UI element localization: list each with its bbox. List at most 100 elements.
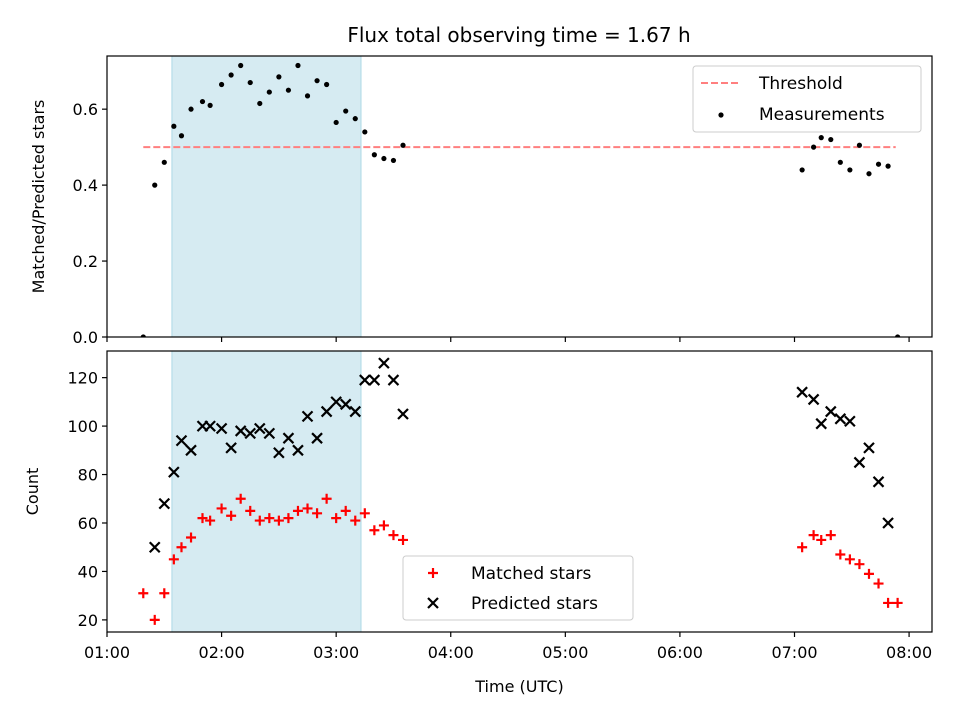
predicted-marker	[320, 405, 333, 418]
data-point	[266, 89, 272, 95]
data-point	[362, 129, 368, 135]
x-tick-label: 04:00	[428, 643, 474, 662]
observing-window-span	[171, 351, 362, 632]
data-point	[371, 152, 377, 158]
axes-frame	[106, 350, 933, 633]
matched-marker	[369, 525, 380, 536]
matched-marker	[854, 559, 865, 570]
matched-marker	[186, 532, 197, 543]
y-tick-label: 40	[78, 562, 98, 581]
y-axis-label: Matched/Predicted stars	[29, 100, 48, 294]
data-point	[343, 108, 349, 114]
predicted-marker	[292, 444, 304, 457]
data-point	[314, 78, 320, 84]
predicted-marker	[872, 476, 885, 488]
series-predicted-stars	[148, 357, 894, 553]
matched-marker	[350, 515, 361, 526]
data-point	[304, 93, 311, 99]
predicted-marker	[225, 442, 237, 454]
matched-marker	[245, 505, 256, 516]
matched-marker	[873, 578, 884, 589]
data-point	[799, 167, 805, 173]
matched-marker	[388, 530, 399, 541]
y-tick-label: 100	[67, 417, 98, 436]
predicted-marker	[175, 434, 188, 447]
predicted-marker	[204, 420, 216, 432]
y-axis-label: Count	[23, 468, 42, 516]
x-tick-label: 08:00	[886, 643, 932, 662]
matched-marker	[205, 515, 216, 526]
matched-marker	[816, 534, 827, 545]
matched-marker	[264, 513, 275, 524]
axes-frame	[106, 55, 933, 338]
predicted-marker	[378, 357, 390, 369]
data-point	[247, 79, 253, 86]
data-point	[257, 100, 263, 107]
x-tick-label: 03:00	[313, 643, 359, 662]
bottom-panel-counts: 20 40 60 80 100 120 01:00 02:00 03:00 04:00 05:00 0…	[23, 350, 933, 696]
data-point	[895, 334, 901, 337]
predicted-marker	[853, 456, 866, 469]
data-point	[188, 106, 194, 112]
x-tick-label: 01:00	[84, 643, 130, 662]
data-point	[390, 157, 397, 164]
data-point	[228, 72, 234, 78]
y-tick-label: 20	[78, 611, 98, 630]
matched-marker	[292, 505, 303, 516]
matched-marker	[254, 515, 265, 526]
matched-marker	[138, 588, 149, 599]
legend-matched-label: Matched stars	[471, 564, 591, 584]
predicted-marker	[882, 517, 894, 529]
matched-marker	[168, 554, 179, 565]
legend: Threshold Measurements	[692, 65, 922, 133]
x-tick-label: 05:00	[542, 643, 588, 662]
data-point	[199, 98, 206, 105]
matched-marker	[863, 568, 874, 579]
predicted-marker	[815, 417, 828, 430]
top-panel-measurements: 0.0 0.2 0.4 0.6 Matched/Predicted stars Thres…	[29, 55, 933, 347]
matched-marker	[398, 534, 409, 545]
data-point	[140, 334, 146, 337]
predicted-marker	[368, 374, 381, 386]
predicted-marker	[185, 444, 197, 457]
y-tick-label: 0.6	[73, 100, 98, 119]
x-tick-label: 07:00	[771, 643, 817, 662]
matched-marker	[235, 493, 246, 504]
matched-marker	[835, 549, 846, 560]
predicted-marker	[359, 374, 371, 386]
predicted-marker	[863, 442, 875, 454]
matched-marker	[197, 513, 208, 524]
data-point	[352, 116, 358, 122]
matched-marker	[149, 614, 160, 625]
y-tick-label: 0.2	[73, 252, 98, 271]
matched-marker	[825, 530, 836, 541]
matched-marker	[312, 508, 323, 519]
data-point	[324, 81, 330, 88]
matched-marker	[321, 493, 332, 504]
x-tick-label: 06:00	[657, 643, 703, 662]
matched-marker	[808, 530, 819, 541]
data-point	[207, 102, 213, 108]
predicted-marker	[263, 427, 276, 440]
series-matched-stars	[138, 493, 903, 625]
predicted-marker	[796, 386, 808, 398]
predicted-marker	[330, 396, 342, 408]
series-measurements	[140, 62, 901, 337]
legend: Matched stars Predicted stars	[402, 555, 634, 621]
predicted-marker	[215, 422, 228, 435]
predicted-marker	[387, 374, 400, 386]
predicted-marker	[273, 446, 285, 459]
data-point	[828, 136, 834, 143]
predicted-marker	[349, 405, 362, 418]
predicted-marker	[834, 413, 847, 425]
data-point	[295, 62, 301, 69]
predicted-marker	[844, 415, 856, 428]
matched-marker	[331, 513, 342, 524]
plot-area	[138, 351, 903, 632]
data-point	[218, 81, 225, 88]
matched-marker	[273, 515, 284, 526]
data-point	[847, 167, 853, 173]
data-point	[171, 123, 177, 129]
legend-predicted-swatch	[427, 597, 439, 609]
